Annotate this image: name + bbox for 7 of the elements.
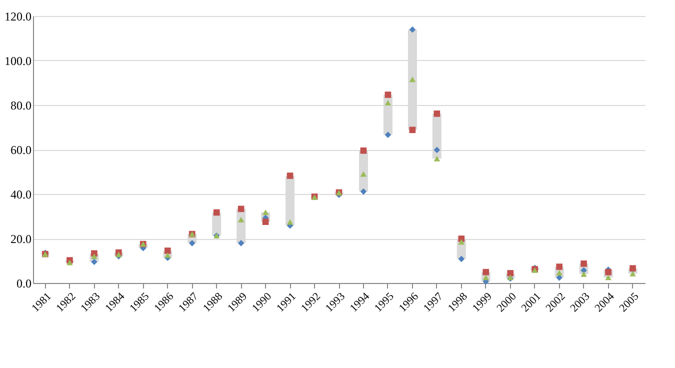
y-tick-label: 60.0 <box>10 143 32 157</box>
y-tick-label: 20.0 <box>10 232 32 246</box>
y-tick-label: 100.0 <box>4 54 32 68</box>
y-tick-label: 80.0 <box>10 98 32 112</box>
y-tick-label: 0.0 <box>16 276 32 290</box>
y-tick-label: 120.0 <box>4 10 32 24</box>
y-tick-label: 40.0 <box>10 188 32 202</box>
